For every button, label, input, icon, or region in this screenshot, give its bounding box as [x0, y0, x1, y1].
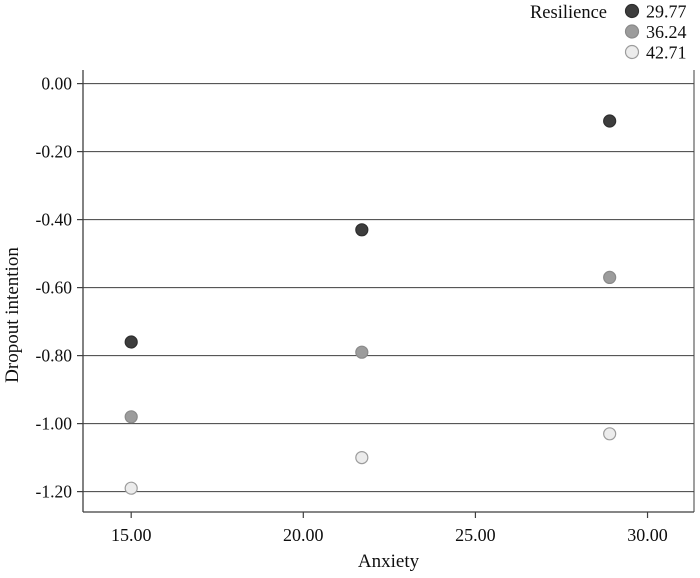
y-axis-title: Dropout intention [2, 247, 23, 383]
legend-marker-icon [624, 24, 640, 39]
legend-marker-icon [624, 44, 640, 60]
x-tick-label: 20.00 [283, 525, 324, 545]
legend-title: Resilience [530, 3, 607, 23]
legend-entry-label: 29.77 [646, 2, 687, 22]
y-tick-label: -1.00 [36, 414, 73, 434]
x-axis-title: Anxiety [358, 551, 420, 572]
data-point-resilience-42-71 [355, 451, 369, 465]
y-tick-label: 0.00 [41, 74, 72, 94]
y-tick-label: -1.20 [36, 482, 73, 502]
y-tick-label: -0.80 [36, 346, 73, 366]
data-point-resilience-36-24 [124, 410, 138, 424]
data-point-resilience-36-24 [603, 270, 617, 284]
data-point-resilience-36-24 [355, 345, 369, 359]
x-tick-label: 15.00 [111, 525, 152, 545]
data-point-resilience-29-77 [124, 335, 138, 349]
legend-entry-label: 42.71 [646, 43, 687, 63]
y-tick-label: -0.20 [36, 142, 73, 162]
x-tick-label: 25.00 [455, 525, 496, 545]
legend-marker-icon [624, 3, 640, 19]
data-point-resilience-42-71 [603, 427, 617, 441]
x-tick-label: 30.00 [627, 525, 668, 545]
legend-entry-label: 36.24 [646, 22, 687, 42]
y-tick-label: -0.40 [36, 210, 73, 230]
data-point-resilience-29-77 [355, 223, 369, 237]
y-tick-label: -0.60 [36, 278, 73, 298]
data-point-resilience-29-77 [603, 114, 617, 128]
data-point-resilience-42-71 [124, 481, 138, 495]
